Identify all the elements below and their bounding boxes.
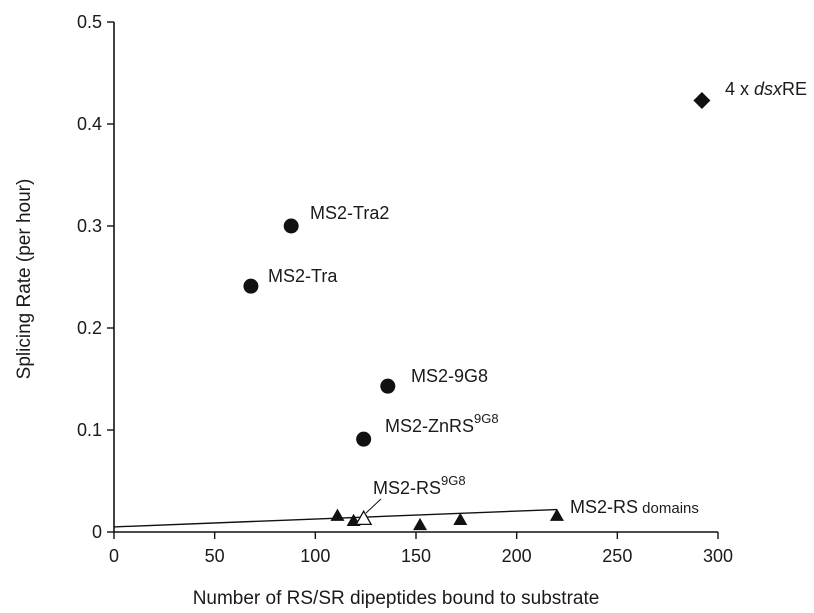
data-point-triangle — [549, 508, 564, 521]
data-points — [243, 92, 711, 531]
x-tick-label: 250 — [602, 546, 632, 566]
x-tick-label: 150 — [401, 546, 431, 566]
data-point-triangle — [453, 512, 468, 526]
y-tick-label: 0.1 — [77, 420, 102, 440]
data-point-triangle-open — [355, 509, 373, 526]
data-point-circle — [243, 278, 259, 294]
x-tick-label: 200 — [502, 546, 532, 566]
data-point-circle — [283, 218, 299, 234]
label-ms2-rs9g8: MS2-RS9G8 — [373, 473, 466, 498]
point-labels: 4 x dsxRE MS2-Tra2 MS2-Tra MS2-9G8 MS2-Z… — [268, 79, 807, 517]
label-dsx-italic: dsx — [754, 79, 783, 99]
y-axis-label: Splicing Rate (per hour) — [14, 179, 35, 380]
rs9g8-leader-line — [365, 498, 382, 514]
label-ms2-rs-domains: MS2-RS domains — [570, 497, 699, 517]
y-tick-label: 0.5 — [77, 12, 102, 32]
x-tick-label: 300 — [703, 546, 733, 566]
x-axis-label: Number of RS/SR dipeptides bound to subs… — [193, 588, 600, 609]
x-tick-label: 50 — [205, 546, 225, 566]
y-tick-label: 0.4 — [77, 114, 102, 134]
data-point-triangle — [413, 517, 428, 531]
label-ms2-tra: MS2-Tra — [268, 266, 338, 286]
y-tick-label: 0.3 — [77, 216, 102, 236]
label-ms2-tra2: MS2-Tra2 — [310, 203, 389, 223]
y-tick-label: 0 — [92, 522, 102, 542]
data-point-circle — [380, 378, 396, 394]
x-tick-label: 100 — [300, 546, 330, 566]
label-ms2-znrs9g8: MS2-ZnRS9G8 — [385, 411, 499, 436]
data-point-triangle — [330, 508, 345, 521]
data-point-diamond — [693, 92, 711, 110]
label-ms2-9g8: MS2-9G8 — [411, 366, 488, 386]
label-4xdsxre: 4 x dsxRE — [725, 79, 807, 99]
data-point-circle — [356, 431, 372, 447]
y-tick-label: 0.2 — [77, 318, 102, 338]
axes: 0 50 100 150 200 250 300 0 0.1 0.2 0.3 0.4 0.5 Number… — [14, 12, 733, 609]
x-tick-label: 0 — [109, 546, 119, 566]
